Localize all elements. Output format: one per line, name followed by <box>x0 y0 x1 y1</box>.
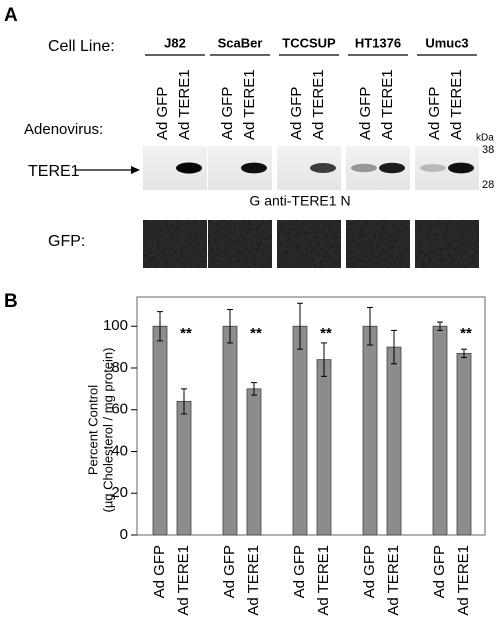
cell-line-heading: Cell Line: <box>48 38 115 55</box>
x-tick-label: Ad GFP <box>431 545 448 598</box>
blot-band <box>176 162 202 174</box>
gfp-texture <box>415 220 479 268</box>
blot-band <box>351 163 377 173</box>
significance: ** <box>460 325 472 342</box>
bar <box>386 346 402 536</box>
bar <box>432 325 448 536</box>
panel-label: B <box>4 291 18 312</box>
lane-label: Ad GFP <box>357 87 374 140</box>
cell-line-name: TCCSUP <box>282 35 336 50</box>
bar <box>152 325 168 536</box>
significance: ** <box>250 325 262 342</box>
bar <box>456 352 472 536</box>
blot-band <box>448 162 474 174</box>
lane-label: Ad GFP <box>426 87 443 140</box>
lane-label: Ad TERE1 <box>379 69 396 140</box>
y-axis-label: (µg Cholesterol / mg protein) <box>100 347 115 512</box>
error-bar <box>461 348 467 359</box>
lane-label: Ad TERE1 <box>448 69 465 140</box>
bar <box>176 400 192 536</box>
bar <box>292 325 308 536</box>
x-tick-label: Ad GFP <box>151 545 168 598</box>
gfp-label: GFP: <box>48 233 85 250</box>
y-axis-label: Percent Control <box>85 385 100 475</box>
y-tick-label: 40 <box>111 442 128 459</box>
x-tick-label: Ad GFP <box>361 545 378 598</box>
y-tick-label: 80 <box>111 359 128 376</box>
cell-line-name: Umuc3 <box>425 35 468 50</box>
arrow <box>76 166 140 174</box>
lane-label: Ad GFP <box>154 87 171 140</box>
blot-label: TERE1 <box>28 163 80 180</box>
kda-unit: kDa <box>476 133 494 144</box>
y-tick-label: 20 <box>111 484 128 501</box>
error-bar <box>181 388 187 415</box>
lane-label: Ad TERE1 <box>310 69 327 140</box>
gfp-texture <box>346 220 410 268</box>
blot-band <box>310 163 336 173</box>
x-tick-label: Ad TERE1 <box>175 545 192 616</box>
gfp-texture <box>143 220 207 268</box>
y-tick-label: 100 <box>103 317 128 334</box>
plot-frame <box>136 296 486 536</box>
bar <box>222 325 238 536</box>
bar <box>362 325 378 536</box>
error-bar <box>297 302 303 350</box>
mw-marker: 38 <box>482 144 494 156</box>
y-tick-label: 0 <box>120 526 128 543</box>
x-tick-label: Ad TERE1 <box>315 545 332 616</box>
error-bar <box>437 321 443 331</box>
error-bar <box>251 382 257 396</box>
lane-label: Ad GFP <box>219 87 236 140</box>
cell-line-name: HT1376 <box>355 35 401 50</box>
lane-label: Ad TERE1 <box>176 69 193 140</box>
x-tick-label: Ad GFP <box>221 545 238 598</box>
significance: ** <box>320 325 332 342</box>
error-bar <box>157 311 163 342</box>
bar <box>316 359 332 536</box>
bar <box>246 388 262 536</box>
error-bar <box>321 342 327 377</box>
gfp-texture <box>208 220 272 268</box>
blot-band <box>420 164 446 172</box>
x-tick-label: Ad TERE1 <box>245 545 262 616</box>
blot-band <box>241 162 267 174</box>
error-bar <box>391 329 397 365</box>
x-tick-label: Ad GFP <box>291 545 308 598</box>
error-bar <box>367 306 373 346</box>
error-bar <box>227 309 233 344</box>
adenovirus-heading: Adenovirus: <box>24 121 103 138</box>
lane-label: Ad GFP <box>288 87 305 140</box>
cell-line-name: ScaBer <box>218 35 263 50</box>
antibody-label: G anti-TERE1 N <box>249 193 350 209</box>
y-tick-label: 60 <box>111 401 128 418</box>
blot-band <box>379 162 405 174</box>
x-tick-label: Ad TERE1 <box>455 545 472 616</box>
mw-marker: 28 <box>482 179 494 191</box>
lane-label: Ad TERE1 <box>241 69 258 140</box>
panel-label: A <box>4 5 18 26</box>
x-tick-label: Ad TERE1 <box>385 545 402 616</box>
cell-line-name: J82 <box>164 35 186 50</box>
significance: ** <box>180 325 192 342</box>
gfp-texture <box>277 220 341 268</box>
